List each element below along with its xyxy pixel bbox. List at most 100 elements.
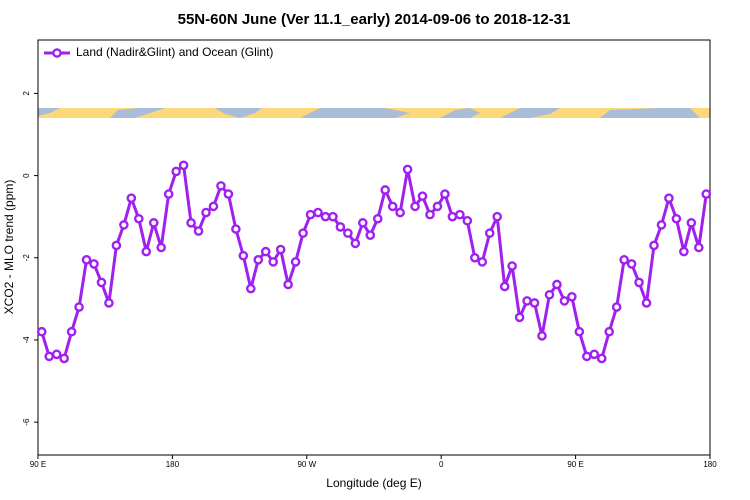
data-point <box>320 211 331 222</box>
data-point <box>492 211 503 222</box>
plot-frame <box>37 39 711 456</box>
data-point <box>74 302 84 312</box>
data-point <box>425 209 435 220</box>
data-point <box>410 201 420 212</box>
data-point <box>89 259 99 269</box>
data-point <box>313 207 323 218</box>
data-point <box>126 193 137 203</box>
data-point <box>305 209 316 220</box>
data-point <box>462 215 473 226</box>
data-point <box>208 201 219 212</box>
data-point <box>611 302 622 312</box>
data-point <box>664 193 674 203</box>
legend-label: Land (Nadir&Glint) and Ocean (Glint) <box>76 45 273 59</box>
data-point <box>395 207 405 218</box>
data-point <box>552 279 562 290</box>
data-point <box>402 164 413 175</box>
y-tick-label: -2 <box>22 254 31 262</box>
map-strip <box>38 108 710 118</box>
chart-title: 55N-60N June (Ver 11.1_early) 2014-09-06… <box>178 11 571 28</box>
data-point <box>589 349 600 360</box>
data-point <box>582 351 592 362</box>
data-point <box>253 255 264 265</box>
data-point <box>455 209 465 220</box>
x-tick-label: 90 W <box>297 460 316 469</box>
data-point <box>507 261 517 271</box>
y-tick-label: -6 <box>22 418 31 426</box>
data-point <box>529 298 540 308</box>
data-point <box>686 218 697 228</box>
data-point <box>484 228 495 238</box>
data-point <box>417 191 428 201</box>
data-point <box>634 277 644 288</box>
data-point <box>171 166 181 177</box>
data-point <box>133 213 144 224</box>
data-point <box>231 224 241 234</box>
data-point <box>111 240 122 251</box>
data-point <box>649 240 659 251</box>
x-tick-label: 90 E <box>30 460 46 469</box>
data-point <box>694 242 704 253</box>
data-point <box>66 326 77 337</box>
data-point <box>186 218 196 228</box>
data-point <box>59 353 69 364</box>
data-point <box>596 353 607 364</box>
data-point <box>671 213 682 224</box>
data-point <box>268 257 279 267</box>
data-point <box>559 296 570 306</box>
data-point <box>328 211 338 222</box>
data-point <box>380 185 391 195</box>
data-point <box>141 246 152 257</box>
data-point <box>604 326 615 337</box>
data-point <box>260 246 271 257</box>
data-point <box>679 246 689 257</box>
x-tick-label: 180 <box>703 460 717 469</box>
data-point <box>201 207 211 218</box>
data-point <box>440 189 450 199</box>
data-point <box>163 189 174 199</box>
x-tick-label: 90 E <box>567 460 583 469</box>
legend-marker <box>52 48 62 58</box>
data-point <box>499 281 510 292</box>
data-point <box>357 218 368 228</box>
data-point <box>290 257 301 267</box>
data-point <box>216 181 226 191</box>
y-tick-label: 2 <box>22 91 31 96</box>
data-point <box>223 189 234 199</box>
data-point <box>567 292 577 302</box>
data-point <box>343 228 353 238</box>
data-point <box>477 257 488 267</box>
y-axis-label: XCO2 - MLO trend (ppm) <box>2 180 16 315</box>
data-point <box>335 222 346 232</box>
data-point <box>350 238 361 249</box>
data-point <box>544 289 555 300</box>
data-point <box>656 220 667 230</box>
data-point <box>283 279 293 290</box>
data-point <box>275 244 286 255</box>
data-point <box>178 160 189 171</box>
data-point <box>372 213 383 224</box>
data-point <box>44 351 55 362</box>
data-point <box>432 201 443 212</box>
data-point <box>298 228 308 238</box>
data-point <box>36 326 47 337</box>
data-point <box>619 255 629 265</box>
data-point <box>365 230 376 240</box>
data-point <box>104 298 114 308</box>
y-tick-label: -4 <box>22 336 31 344</box>
data-point <box>469 252 480 263</box>
x-axis-label: Longitude (deg E) <box>326 476 421 490</box>
x-tick-label: 180 <box>166 460 180 469</box>
data-point <box>514 312 525 323</box>
data-point <box>245 283 256 294</box>
data-point <box>387 201 398 212</box>
data-point <box>148 218 159 228</box>
data-point <box>537 331 547 341</box>
data-point <box>119 220 129 230</box>
data-point <box>193 226 204 236</box>
data-point <box>156 242 166 253</box>
data-point <box>522 296 532 306</box>
data-point <box>626 259 637 269</box>
data-point <box>96 277 107 288</box>
data-point <box>447 211 458 222</box>
